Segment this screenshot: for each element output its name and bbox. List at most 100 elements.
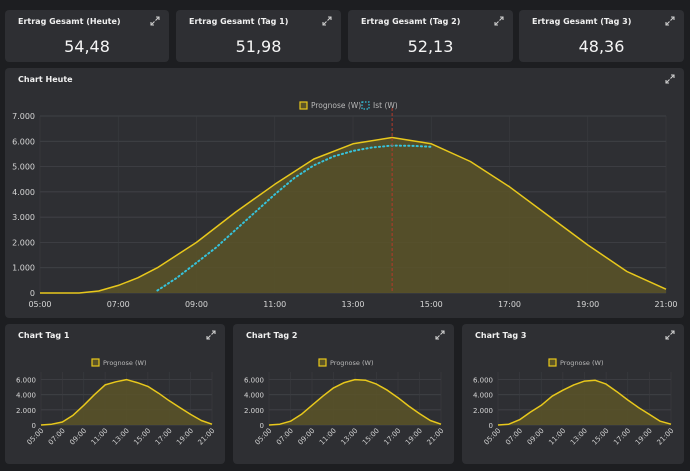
kpi-value: 54,48 <box>64 37 110 56</box>
x-tick-label: 21:00 <box>654 300 677 309</box>
x-tick-label: 05:00 <box>28 300 51 309</box>
legend-swatch-prognose <box>299 101 308 110</box>
chart-tag1-svg: 0 2.000 4.000 6.000 05:00 07:00 09:00 11:00 13:0… <box>16 358 216 447</box>
legend-label-prognose: Prognose (W) <box>330 359 374 367</box>
chart-tag3-svg: 0 2.000 4.000 6.000 05:00 07:00 09:00 11:00 13:0… <box>473 358 675 447</box>
x-tick-label: 15:00 <box>420 300 443 309</box>
x-tick-label: 13:00 <box>111 427 131 447</box>
chart-tag2-svg: 0 2.000 4.000 6.000 05:00 07:00 09:00 11:00 13:0… <box>244 358 445 447</box>
x-tick-label: 05:00 <box>482 427 502 447</box>
x-tick-label: 21:00 <box>425 427 445 447</box>
x-tick-label: 17:00 <box>612 427 632 447</box>
kpi-card-tag3: Ertrag Gesamt (Tag 3) 48,36 <box>519 10 684 62</box>
kpi-title: Ertrag Gesamt (Heute) <box>18 17 121 26</box>
series-area-prognose <box>269 379 441 425</box>
y-tick-label: 2.000 <box>473 407 493 415</box>
chart-title: Chart Tag 2 <box>246 331 298 340</box>
x-tick-label: 07:00 <box>504 427 524 447</box>
x-tick-label: 19:00 <box>404 427 424 447</box>
x-tick-label: 15:00 <box>361 427 381 447</box>
x-tick-label: 13:00 <box>339 427 359 447</box>
expand-icon[interactable] <box>665 16 675 26</box>
kpi-card-tag2: Ertrag Gesamt (Tag 2) 52,13 <box>348 10 513 62</box>
expand-icon[interactable] <box>435 330 445 340</box>
legend-swatch-prognose <box>318 358 327 367</box>
expand-icon[interactable] <box>322 16 332 26</box>
chart-title: Chart Tag 1 <box>18 331 70 340</box>
y-tick-label: 4.000 <box>16 392 36 400</box>
x-tick-label: 21:00 <box>196 427 216 447</box>
legend-swatch-prognose <box>91 358 100 367</box>
x-tick-label: 13:00 <box>341 300 364 309</box>
y-tick-label: 4.000 <box>12 188 35 197</box>
series-line-prognose <box>40 378 213 426</box>
y-tick-label: 2.000 <box>16 407 36 415</box>
x-tick-label: 11:00 <box>547 427 567 447</box>
chart-heute-card: Chart Heute 0 1.000 2.000 3.000 4.000 5.000 6.… <box>5 68 684 318</box>
chart-heute-svg: 0 1.000 2.000 3.000 4.000 5.000 6.000 7.000 05:0… <box>12 101 677 309</box>
expand-icon[interactable] <box>206 330 216 340</box>
series-area-prognose <box>498 380 671 425</box>
chart-tag3-card: Chart Tag 3 0 2.000 4.000 6.000 05:00 07:00 09… <box>462 324 684 464</box>
expand-icon[interactable] <box>494 16 504 26</box>
y-tick-label: 7.000 <box>12 112 35 121</box>
series-line-ist <box>156 144 433 292</box>
chart-tag2-card: Chart Tag 2 0 2.000 4.000 6.000 05:00 07:00 09… <box>233 324 454 464</box>
x-tick-label: 09:00 <box>296 427 316 447</box>
x-tick-label: 07:00 <box>275 427 295 447</box>
y-tick-label: 0 <box>260 422 264 430</box>
y-tick-label: 4.000 <box>473 392 493 400</box>
chart-title: Chart Heute <box>18 75 73 84</box>
y-tick-label: 3.000 <box>12 213 35 222</box>
y-tick-label: 6.000 <box>12 137 35 146</box>
series-area-prognose <box>40 137 666 293</box>
x-tick-label: 11:00 <box>263 300 286 309</box>
series-area-prognose <box>41 379 212 425</box>
x-tick-label: 19:00 <box>634 427 654 447</box>
y-tick-label: 6.000 <box>16 377 36 385</box>
kpi-value: 51,98 <box>235 37 282 56</box>
x-tick-label: 09:00 <box>526 427 546 447</box>
series-line-prognose <box>497 379 672 426</box>
series-line-prognose <box>268 378 442 426</box>
y-tick-label: 0 <box>30 289 35 298</box>
y-tick-label: 0 <box>489 422 493 430</box>
x-tick-label: 07:00 <box>47 427 67 447</box>
kpi-card-heute: Ertrag Gesamt (Heute) 54,48 <box>5 10 169 62</box>
legend-label-ist: Ist (W) <box>373 101 398 110</box>
x-tick-label: 13:00 <box>569 427 589 447</box>
legend-label-prognose: Prognose (W) <box>560 359 604 367</box>
x-tick-label: 09:00 <box>68 427 88 447</box>
y-tick-label: 4.000 <box>244 392 264 400</box>
expand-icon[interactable] <box>665 74 675 84</box>
kpi-card-tag1: Ertrag Gesamt (Tag 1) 51,98 <box>176 10 341 62</box>
x-tick-label: 15:00 <box>132 427 152 447</box>
legend-swatch-prognose <box>548 358 557 367</box>
y-tick-label: 6.000 <box>473 377 493 385</box>
y-tick-label: 6.000 <box>244 377 264 385</box>
kpi-value: 52,13 <box>407 37 454 56</box>
series-line-prognose <box>40 136 667 294</box>
x-tick-label: 11:00 <box>90 427 110 447</box>
kpi-title: Ertrag Gesamt (Tag 1) <box>189 17 289 26</box>
expand-icon[interactable] <box>665 330 675 340</box>
x-tick-label: 15:00 <box>591 427 611 447</box>
legend-swatch-ist <box>361 101 370 110</box>
kpi-title: Ertrag Gesamt (Tag 3) <box>532 17 632 26</box>
x-tick-label: 19:00 <box>576 300 599 309</box>
chart-title: Chart Tag 3 <box>475 331 527 340</box>
x-tick-label: 05:00 <box>253 427 273 447</box>
legend-label-prognose: Prognose (W) <box>311 101 361 110</box>
y-tick-label: 5.000 <box>12 163 35 172</box>
x-tick-label: 17:00 <box>498 300 521 309</box>
x-tick-label: 17:00 <box>154 427 174 447</box>
x-tick-label: 17:00 <box>382 427 402 447</box>
y-tick-label: 0 <box>32 422 36 430</box>
x-tick-label: 21:00 <box>655 427 675 447</box>
x-tick-label: 09:00 <box>185 300 208 309</box>
x-tick-label: 11:00 <box>318 427 338 447</box>
expand-icon[interactable] <box>150 16 160 26</box>
legend-label-prognose: Prognose (W) <box>103 359 147 367</box>
x-tick-label: 19:00 <box>175 427 195 447</box>
kpi-title: Ertrag Gesamt (Tag 2) <box>361 17 461 26</box>
